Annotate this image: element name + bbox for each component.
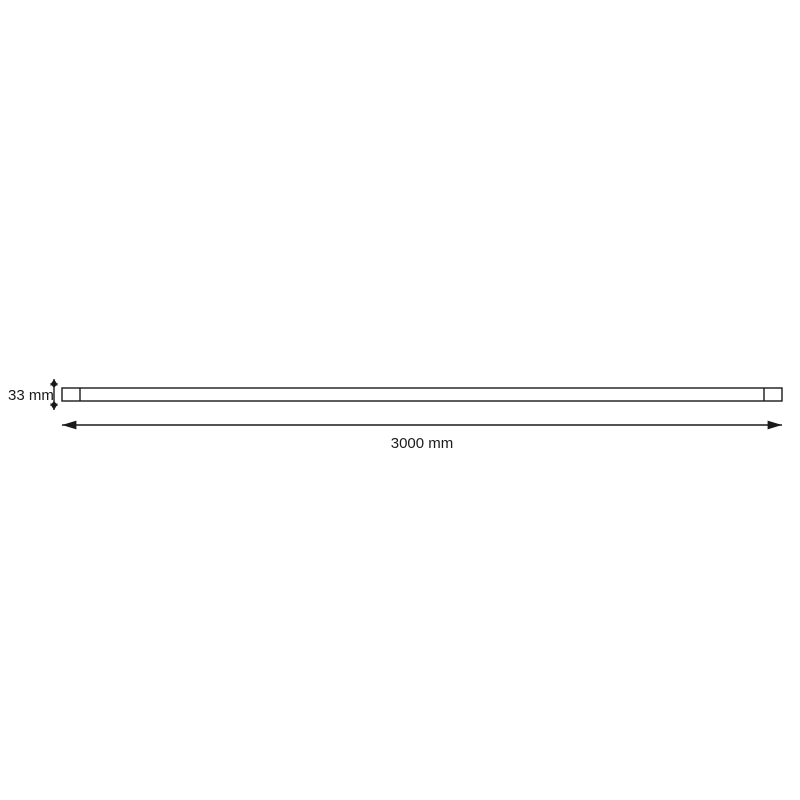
diagram-svg — [0, 0, 800, 800]
width-dimension-label: 3000 mm — [391, 435, 454, 452]
height-dimension-label: 33 mm — [8, 387, 54, 404]
dimension-diagram: 33 mm 3000 mm — [0, 0, 800, 800]
